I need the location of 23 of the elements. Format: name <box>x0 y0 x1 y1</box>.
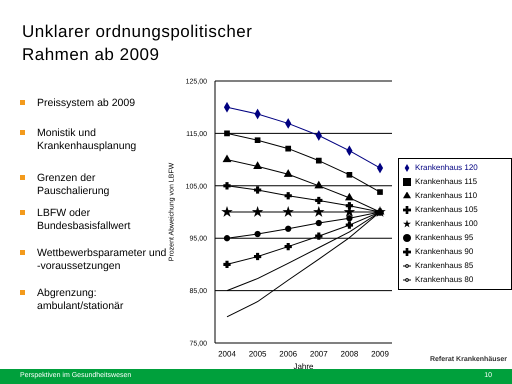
legend-label: Krankenhaus 80 <box>415 275 474 284</box>
chart-title: Unklarer ordnungspolitischer Rahmen ab 2009 <box>22 21 254 66</box>
text: Monistik und Krankenhausplanung <box>37 127 138 153</box>
legend-label: Krankenhaus 85 <box>415 261 474 270</box>
x-tick-label: 2006 <box>279 350 298 359</box>
x-tick-label: 2009 <box>371 350 390 359</box>
x-tick-label: 2004 <box>218 350 236 359</box>
x-axis-title: Jahre <box>293 362 314 371</box>
legend-label: Krankenhaus 115 <box>415 177 478 186</box>
text: Preissystem ab 2009 <box>37 97 136 110</box>
text: Abgrenzung: ambulant/stationär <box>37 287 124 313</box>
x-tick-label: 2007 <box>310 350 328 359</box>
legend-label: Krankenhaus 105 <box>415 205 478 214</box>
legend-label: Krankenhaus 95 <box>415 233 474 242</box>
x-tick-label: 2008 <box>340 350 359 359</box>
legend-label: Krankenhaus 100 <box>415 219 478 228</box>
text: Wettbewerbsparameter und -voraussetzungen <box>37 247 168 273</box>
legend-label: Krankenhaus 90 <box>415 247 474 256</box>
text: Grenzen der Pauschalierung <box>37 172 110 198</box>
legend-label: Krankenhaus 120 <box>415 163 478 172</box>
legend-label: Krankenhaus 110 <box>415 191 478 200</box>
x-tick-label: 2005 <box>248 350 268 359</box>
text: LBFW oder Bundesbasisfallwert <box>37 207 132 233</box>
